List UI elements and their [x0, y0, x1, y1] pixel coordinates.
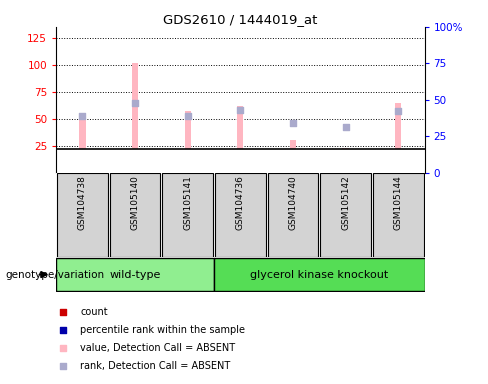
Point — [60, 327, 67, 333]
Bar — [184, 111, 191, 149]
Bar — [110, 173, 161, 257]
Bar — [373, 173, 424, 257]
Bar — [163, 173, 213, 257]
Bar — [79, 120, 85, 149]
Point — [60, 363, 67, 369]
Point — [342, 124, 349, 131]
Point — [79, 113, 86, 119]
Bar — [57, 173, 108, 257]
Text: GSM104740: GSM104740 — [288, 175, 298, 230]
Text: wild-type: wild-type — [109, 270, 161, 280]
Point — [237, 107, 244, 113]
Text: GSM105144: GSM105144 — [394, 175, 403, 230]
Point — [394, 108, 402, 114]
Bar — [56, 258, 214, 291]
Text: GSM104736: GSM104736 — [236, 175, 245, 230]
Point — [131, 99, 139, 106]
Bar — [237, 106, 244, 149]
Bar — [215, 173, 265, 257]
Bar — [214, 258, 425, 291]
Text: count: count — [80, 307, 108, 317]
Point — [289, 120, 297, 126]
Text: GSM105140: GSM105140 — [131, 175, 140, 230]
Text: glycerol kinase knockout: glycerol kinase knockout — [250, 270, 388, 280]
Bar — [343, 148, 349, 149]
Text: GSM105141: GSM105141 — [183, 175, 192, 230]
Point — [60, 345, 67, 351]
Bar — [268, 173, 318, 257]
Point — [184, 113, 192, 119]
Bar — [290, 141, 296, 149]
Point — [60, 309, 67, 315]
Text: percentile rank within the sample: percentile rank within the sample — [80, 325, 245, 335]
Bar — [395, 103, 402, 149]
Text: GSM105142: GSM105142 — [341, 175, 350, 230]
Text: genotype/variation: genotype/variation — [5, 270, 104, 280]
Bar — [320, 173, 371, 257]
Text: GSM104738: GSM104738 — [78, 175, 87, 230]
Text: rank, Detection Call = ABSENT: rank, Detection Call = ABSENT — [80, 361, 230, 371]
Text: value, Detection Call = ABSENT: value, Detection Call = ABSENT — [80, 343, 235, 353]
Title: GDS2610 / 1444019_at: GDS2610 / 1444019_at — [163, 13, 318, 26]
Bar — [132, 63, 138, 149]
